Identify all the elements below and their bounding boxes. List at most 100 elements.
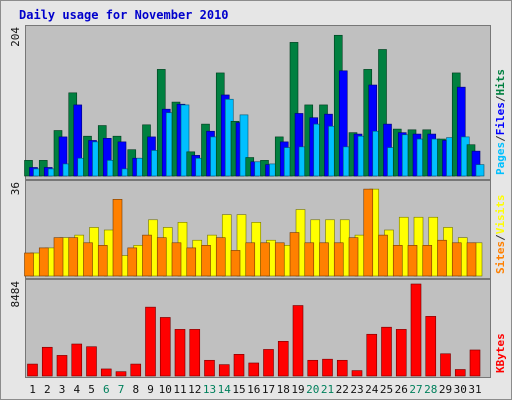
bar-kbytes-day-7: [115, 371, 127, 377]
bar-kbytes-day-30: [454, 369, 466, 377]
bar-kbytes-day-16: [248, 362, 260, 377]
x-tick-label-day-13: 13: [203, 383, 216, 396]
x-tick-label-day-20: 20: [306, 383, 319, 396]
bar-kbytes-day-19: [292, 305, 304, 377]
bar-sites-day-5: [83, 242, 93, 277]
bar-sites-day-4: [68, 237, 79, 277]
bar-sites-day-3: [53, 237, 64, 277]
top-ymax-label: 204: [9, 27, 22, 47]
bar-kbytes-day-8: [130, 363, 142, 377]
side-legend-pages: Pages: [494, 142, 507, 175]
middle-ymax-label: 36: [9, 182, 22, 195]
bar-kbytes-day-22: [336, 359, 348, 377]
bar-sites-day-22: [333, 242, 344, 277]
bar-kbytes-day-20: [307, 359, 319, 377]
bar-pages-day-31: [475, 164, 485, 177]
bar-sites-day-20: [304, 242, 315, 277]
side-legend-separator: /: [494, 95, 507, 102]
x-tick-label-day-28: 28: [424, 383, 437, 396]
bar-sites-day-9: [142, 234, 152, 277]
x-tick-label-day-7: 7: [118, 383, 125, 396]
top-side-legend: Pages/Files/Hits: [494, 69, 507, 175]
bar-sites-day-13: [201, 245, 211, 277]
bar-kbytes-day-21: [322, 358, 333, 377]
x-tick-label-day-25: 25: [380, 383, 393, 396]
x-tick-label-day-12: 12: [188, 383, 201, 396]
bottom-ymax-label: 8484: [9, 281, 22, 308]
bar-sites-day-16: [245, 242, 256, 277]
bottom-side-legend: KBytes: [494, 333, 507, 373]
x-tick-label-day-29: 29: [439, 383, 452, 396]
x-tick-label-day-1: 1: [29, 383, 36, 396]
bar-sites-day-11: [171, 242, 182, 277]
x-tick-label-day-4: 4: [73, 383, 80, 396]
bar-kbytes-day-17: [263, 349, 274, 377]
x-tick-label-day-17: 17: [262, 383, 275, 396]
side-legend-files: Files: [494, 102, 507, 135]
side-legend-kbytes: KBytes: [494, 333, 507, 373]
x-tick-label-day-3: 3: [59, 383, 66, 396]
bar-sites-day-21: [319, 242, 329, 277]
bar-sites-day-25: [378, 234, 388, 277]
x-tick-label-day-26: 26: [395, 383, 408, 396]
bar-kbytes-day-24: [366, 333, 378, 377]
bar-sites-day-23: [348, 237, 359, 277]
chart-title: Daily usage for November 2010: [19, 8, 229, 22]
bar-kbytes-day-18: [277, 340, 289, 377]
bar-kbytes-day-31: [469, 349, 481, 377]
bar-kbytes-day-10: [159, 317, 171, 377]
bar-kbytes-day-13: [204, 359, 215, 377]
bar-sites-day-31: [466, 242, 477, 277]
x-tick-label-day-30: 30: [454, 383, 467, 396]
x-tick-label-day-8: 8: [132, 383, 139, 396]
bar-sites-day-6: [97, 245, 108, 277]
side-legend-separator: /: [494, 234, 507, 241]
bar-sites-day-29: [437, 239, 447, 277]
bar-sites-day-7: [112, 199, 123, 277]
bar-kbytes-day-29: [440, 353, 451, 377]
bar-kbytes-day-14: [218, 364, 230, 377]
middle-side-legend: Sites/Visits: [494, 195, 507, 275]
bar-pages-day-15: [239, 114, 249, 177]
bar-sites-day-15: [230, 250, 241, 277]
bar-sites-day-24: [363, 188, 374, 277]
x-tick-label-day-24: 24: [365, 383, 379, 396]
x-tick-label-day-16: 16: [247, 383, 260, 396]
x-tick-label-day-27: 27: [409, 383, 422, 396]
bar-sites-day-19: [289, 232, 300, 277]
bar-sites-day-30: [451, 242, 462, 277]
bar-sites-day-1: [24, 252, 34, 277]
x-tick-label-day-19: 19: [291, 383, 304, 396]
bar-sites-day-17: [260, 242, 270, 277]
side-legend-sites: Sites: [494, 241, 507, 274]
x-tick-label-day-31: 31: [468, 383, 481, 396]
bar-kbytes-day-25: [381, 326, 392, 377]
bar-sites-day-28: [422, 245, 433, 277]
side-legend-hits: Hits: [494, 69, 507, 96]
bar-kbytes-day-15: [233, 354, 245, 377]
x-tick-label-day-23: 23: [350, 383, 363, 396]
bar-sites-day-8: [127, 247, 138, 277]
bar-kbytes-day-5: [86, 346, 97, 377]
bar-kbytes-day-6: [100, 368, 112, 377]
bar-kbytes-day-27: [410, 283, 422, 377]
x-tick-label-day-10: 10: [159, 383, 172, 396]
bar-kbytes-day-9: [145, 306, 156, 377]
x-tick-label-day-21: 21: [321, 383, 334, 396]
side-legend-visits: Visits: [494, 195, 507, 235]
bar-hits-day-25: [378, 49, 387, 177]
x-tick-label-day-6: 6: [103, 383, 110, 396]
x-tick-label-day-14: 14: [218, 383, 232, 396]
bar-kbytes-day-2: [41, 346, 53, 377]
bar-kbytes-day-23: [351, 370, 363, 377]
x-tick-label-day-18: 18: [277, 383, 290, 396]
bar-sites-day-10: [156, 237, 167, 277]
bar-sites-day-18: [274, 242, 285, 277]
x-tick-label-day-5: 5: [88, 383, 95, 396]
bar-sites-day-27: [407, 245, 418, 277]
x-tick-label-day-22: 22: [336, 383, 349, 396]
bar-sites-day-14: [215, 237, 226, 277]
bar-kbytes-day-12: [189, 329, 201, 377]
bar-kbytes-day-1: [27, 363, 38, 377]
bar-sites-day-2: [38, 247, 49, 277]
